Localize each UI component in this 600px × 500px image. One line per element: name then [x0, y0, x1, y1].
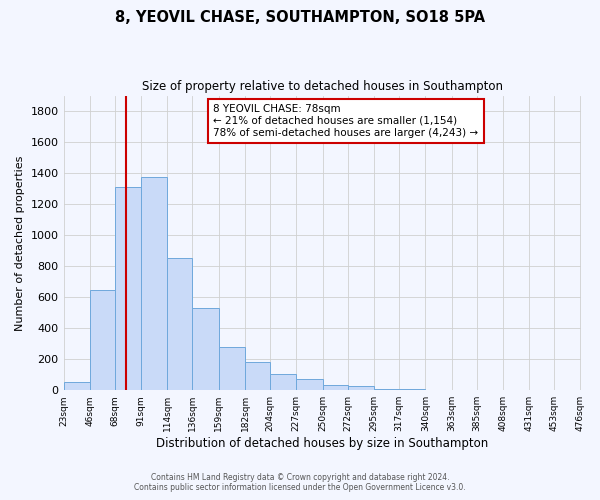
Text: 8 YEOVIL CHASE: 78sqm
← 21% of detached houses are smaller (1,154)
78% of semi-d: 8 YEOVIL CHASE: 78sqm ← 21% of detached … — [214, 104, 479, 138]
Bar — [245, 362, 270, 390]
Bar — [90, 290, 115, 390]
Bar — [347, 386, 374, 390]
Y-axis label: Number of detached properties: Number of detached properties — [15, 155, 25, 330]
Text: 8, YEOVIL CHASE, SOUTHAMPTON, SO18 5PA: 8, YEOVIL CHASE, SOUTHAMPTON, SO18 5PA — [115, 10, 485, 25]
Bar — [167, 258, 193, 390]
Title: Size of property relative to detached houses in Southampton: Size of property relative to detached ho… — [142, 80, 503, 93]
Bar — [296, 380, 323, 390]
Bar — [270, 374, 296, 390]
Bar — [323, 385, 347, 390]
Text: Contains HM Land Registry data © Crown copyright and database right 2024.
Contai: Contains HM Land Registry data © Crown c… — [134, 473, 466, 492]
Bar — [374, 388, 399, 390]
X-axis label: Distribution of detached houses by size in Southampton: Distribution of detached houses by size … — [156, 437, 488, 450]
Bar — [141, 177, 167, 390]
Bar — [219, 347, 245, 390]
Bar — [193, 308, 219, 390]
Bar — [115, 187, 141, 390]
Bar — [64, 382, 90, 390]
